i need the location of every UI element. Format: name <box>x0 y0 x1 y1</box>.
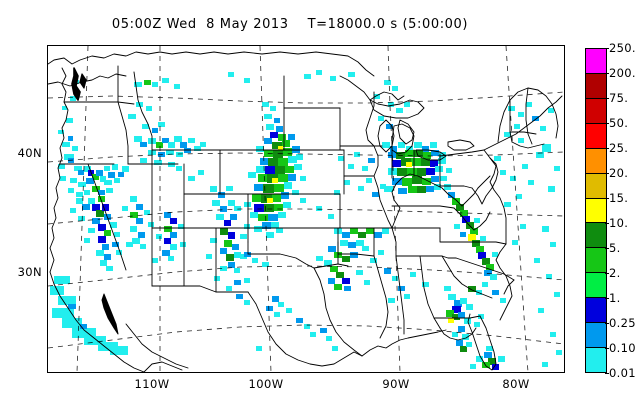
colorbar-tickmark-0 <box>605 48 609 49</box>
colorbar-band-7 <box>586 223 606 249</box>
colorbar-band-6 <box>586 198 606 224</box>
ytick-label-40n: 40N <box>17 146 42 160</box>
colorbar-band-3 <box>586 123 606 149</box>
colorbar-tickmark-11 <box>605 323 609 324</box>
precip-florida-southeast <box>410 272 506 352</box>
colorbar-band-8 <box>586 248 606 274</box>
precip-new-england <box>494 102 560 207</box>
colorbar-tick-250p: 250. <box>609 41 636 55</box>
colorbar-band-1 <box>586 73 606 99</box>
map-plot-area <box>47 45 565 373</box>
precip-four-corners <box>152 212 186 263</box>
map-boundaries <box>48 51 563 372</box>
colorbar-tick-10p: 10. <box>609 216 629 230</box>
colorbar-band-11 <box>586 323 606 349</box>
colorbar-band-10 <box>586 298 606 324</box>
colorbar-tick-50p: 50. <box>609 116 629 130</box>
precip-sierra-nevada <box>70 196 122 271</box>
colorbar-band-0 <box>586 49 606 74</box>
colorbar-tickmark-4 <box>605 148 609 149</box>
colorbar-tickmark-3 <box>605 123 609 124</box>
colorbar-band-4 <box>586 148 606 174</box>
colorbar-tickmark-5 <box>605 173 609 174</box>
colorbar-tickmark-7 <box>605 223 609 224</box>
colorbar-band-12 <box>586 348 606 372</box>
precip-central-plains <box>244 102 306 238</box>
colorbar-tick-0p25: 0.25 <box>609 316 636 330</box>
colorbar-tick-200p: 200. <box>609 66 636 80</box>
colorbar-tickmark-6 <box>605 198 609 199</box>
precip-northern-rockies <box>128 78 206 167</box>
colorbar-tickmark-1 <box>605 73 609 74</box>
colorbar-tickmark-2 <box>605 98 609 99</box>
graticule <box>48 46 564 372</box>
colorbar-tickmark-13 <box>605 373 609 374</box>
colorbar-tick-15p: 15. <box>609 191 629 205</box>
colorbar-band-9 <box>586 273 606 299</box>
colorbar <box>585 48 607 373</box>
ytick-label-30n: 30N <box>17 265 42 279</box>
xtick-label-100w: 100W <box>248 377 284 391</box>
colorbar-tick-1p: 1. <box>609 291 621 305</box>
precip-offshore-east <box>512 224 562 367</box>
colorbar-tickmark-12 <box>605 348 609 349</box>
precip-appalachian-band <box>444 184 498 280</box>
colorbar-tick-75p: 75. <box>609 91 629 105</box>
precip-florida-peninsula <box>470 346 505 370</box>
colorbar-tick-2p: 2. <box>609 266 621 280</box>
colorbar-tick-5p: 5. <box>609 241 621 255</box>
figure-title: 05:00Z Wed 8 May 2013 T=18000.0 s (5:00:… <box>111 17 469 32</box>
precip-great-lakes <box>374 80 410 129</box>
colorbar-tickmark-8 <box>605 248 609 249</box>
colorbar-band-5 <box>586 173 606 199</box>
xtick-label-80w: 80W <box>502 377 530 391</box>
colorbar-tickmark-10 <box>605 298 609 299</box>
xtick-label-110w: 110W <box>134 377 170 391</box>
colorbar-tick-20p: 20. <box>609 166 629 180</box>
precip-southern-plains <box>236 252 338 351</box>
colorbar-tick-25p: 25. <box>609 141 629 155</box>
colorbar-tickmark-9 <box>605 273 609 274</box>
map-graphics <box>48 46 564 372</box>
precip-midwest <box>316 152 386 219</box>
colorbar-tick-0p01: 0.01 <box>609 366 636 380</box>
colorbar-band-2 <box>586 98 606 124</box>
precip-great-basin <box>122 166 204 249</box>
precip-canada-border <box>228 70 355 83</box>
precipitation-field <box>50 70 562 370</box>
precip-pacific-northwest <box>58 80 129 197</box>
xtick-label-90w: 90W <box>382 377 410 391</box>
precip-colorado-rockies <box>206 186 250 291</box>
precip-carolinas-tennessee <box>316 228 410 303</box>
colorbar-tick-0p10: 0.10 <box>609 341 636 355</box>
